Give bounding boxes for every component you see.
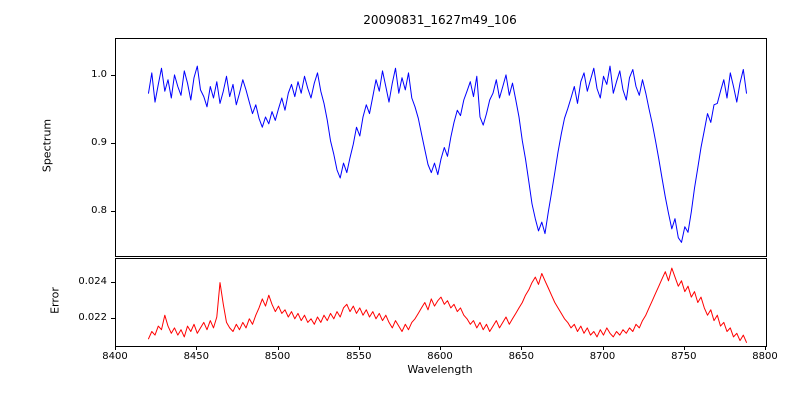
spectrum-y-tick-mark [111, 75, 115, 77]
x-tick-label: 8500 [264, 351, 291, 362]
x-tick-mark [196, 346, 198, 350]
spectrum-y-tick-label: 1.0 [91, 69, 107, 81]
x-tick-label: 8450 [183, 351, 210, 362]
error-y-tick-label: 0.022 [78, 311, 107, 323]
spectrum-line [148, 65, 747, 243]
error-y-tick-label: 0.024 [78, 275, 107, 287]
x-tick-label: 8700 [589, 351, 616, 362]
x-tick-label: 8650 [508, 351, 535, 362]
spectrum-y-axis-label: Spectrum [40, 118, 54, 173]
x-tick-mark [115, 346, 116, 350]
spectrum-y-tick-mark [111, 210, 115, 212]
x-tick-mark [602, 346, 604, 350]
spectrum-y-tick-mark [111, 143, 115, 145]
x-tick-label: 8600 [427, 351, 453, 362]
x-tick-mark [277, 346, 279, 350]
spectrum-y-tick-label: 0.8 [91, 204, 107, 216]
error-line [148, 267, 747, 343]
spectrum-y-tick-label: 0.9 [91, 137, 107, 149]
x-tick-label: 8750 [671, 351, 697, 362]
x-tick-mark [521, 346, 523, 350]
error-y-tick-mark [111, 281, 115, 283]
x-tick-mark [765, 346, 766, 350]
x-tick-mark [358, 346, 360, 350]
x-axis-label: Wavelength [407, 363, 473, 376]
x-tick-label: 8400 [102, 351, 128, 362]
x-tick-mark [440, 346, 441, 350]
spectrum-panel [115, 38, 767, 257]
x-tick-label: 8800 [752, 351, 778, 362]
chart-title: 20090831_1627m49_106 [363, 13, 517, 27]
error-panel [115, 258, 767, 347]
error-y-tick-mark [111, 317, 115, 319]
x-tick-mark [683, 346, 685, 350]
error-y-axis-label: Error [48, 287, 62, 314]
x-tick-label: 8550 [346, 351, 372, 362]
